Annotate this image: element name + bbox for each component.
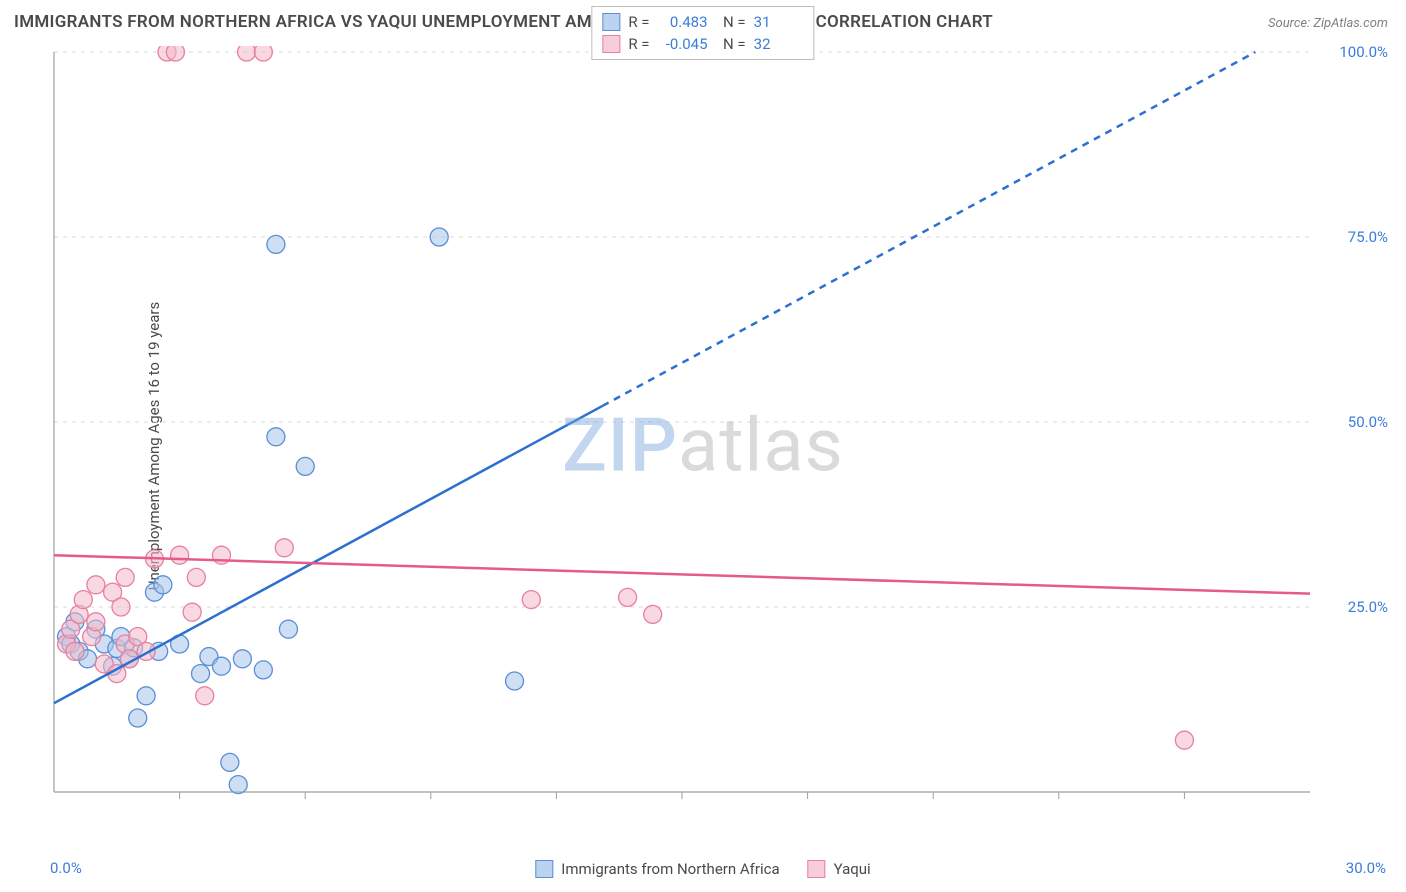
n-value: 31 (754, 13, 804, 31)
legend-swatch (535, 860, 553, 878)
n-value: 32 (754, 35, 804, 53)
n-label: N = (716, 13, 746, 31)
legend-swatch (602, 35, 620, 53)
y-tick-label: 25.0% (1348, 598, 1388, 616)
series-legend-item: Immigrants from Northern Africa (535, 860, 779, 878)
series-name: Immigrants from Northern Africa (561, 860, 779, 878)
r-value: -0.045 (658, 35, 708, 53)
r-label: R = (628, 13, 649, 31)
legend-stat-row: R = 0.483 N = 31 (602, 11, 803, 33)
x-axis-origin-label: 0.0% (50, 859, 82, 877)
series-name: Yaqui (834, 860, 871, 878)
legend-stat-row: R = -0.045 N = 32 (602, 33, 803, 55)
legend-swatch (808, 860, 826, 878)
r-value: 0.483 (658, 13, 708, 31)
y-tick-label: 50.0% (1348, 413, 1388, 431)
correlation-legend: R = 0.483 N = 31 R = -0.045 N = 32 (591, 6, 814, 60)
chart-title: IMMIGRANTS FROM NORTHERN AFRICA VS YAQUI… (14, 12, 993, 32)
source-attribution: Source: ZipAtlas.com (1268, 16, 1388, 31)
scatter-plot (46, 46, 1392, 836)
legend-swatch (602, 13, 620, 31)
n-label: N = (716, 35, 746, 53)
series-legend-item: Yaqui (808, 860, 871, 878)
r-label: R = (628, 35, 649, 53)
series-legend: Immigrants from Northern Africa Yaqui (535, 860, 870, 878)
y-tick-label: 75.0% (1348, 228, 1388, 246)
y-tick-label: 100.0% (1339, 43, 1388, 61)
x-axis-max-label: 30.0% (1346, 859, 1386, 877)
